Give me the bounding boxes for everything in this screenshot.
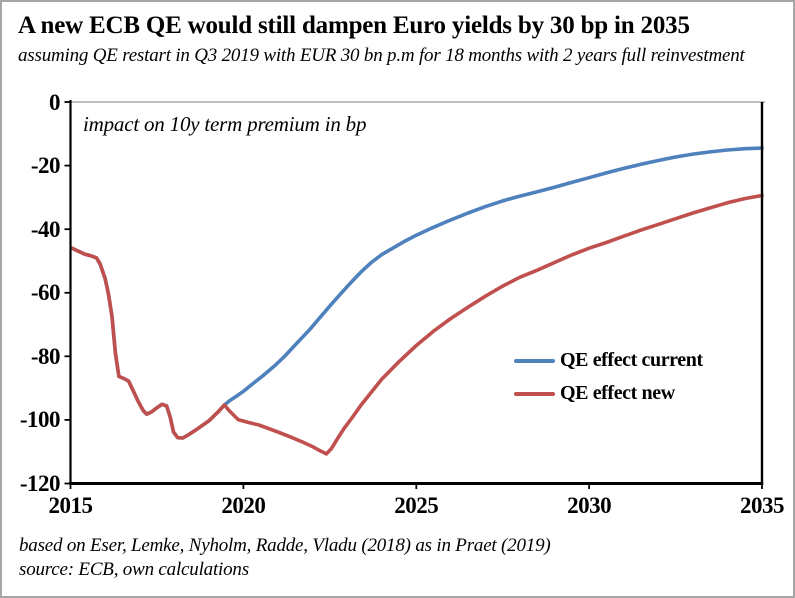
x-axis-label: 2035 (740, 493, 785, 518)
legend-line-sample-current (514, 358, 555, 363)
x-axis-label: 2020 (221, 493, 266, 518)
y-axis-label: -60 (30, 280, 61, 306)
y-axis-label: -100 (19, 407, 61, 433)
y-axis-label: -80 (30, 343, 61, 369)
chart-footer: based on Eser, Lemke, Nyholm, Radde, Vla… (19, 534, 551, 582)
legend-label-new: QE effect new (560, 382, 675, 404)
footer-attribution: based on Eser, Lemke, Nyholm, Radde, Vla… (19, 535, 551, 556)
x-axis-label: 2025 (394, 493, 439, 518)
y-axis-label: -40 (30, 216, 61, 242)
chart-subtitle: assuming QE restart in Q3 2019 with EUR … (18, 45, 745, 66)
y-axis-label: -20 (30, 153, 61, 179)
footer-source: source: ECB, own calculations (19, 559, 249, 580)
x-axis-label: 2030 (567, 493, 612, 518)
chart-title: A new ECB QE would still dampen Euro yie… (18, 12, 690, 39)
legend: QE effect current QE effect new (514, 344, 703, 410)
legend-label-current: QE effect current (560, 349, 703, 371)
legend-line-sample-new (514, 391, 555, 396)
y-axis-label: 0 (49, 89, 61, 115)
legend-item-qe-effect-current: QE effect current (514, 344, 703, 377)
plot-annotation: impact on 10y term premium in bp (83, 112, 367, 136)
legend-item-qe-effect-new: QE effect new (514, 377, 703, 410)
y-axis-label: -120 (19, 471, 61, 496)
x-axis-label: 2015 (48, 493, 94, 518)
